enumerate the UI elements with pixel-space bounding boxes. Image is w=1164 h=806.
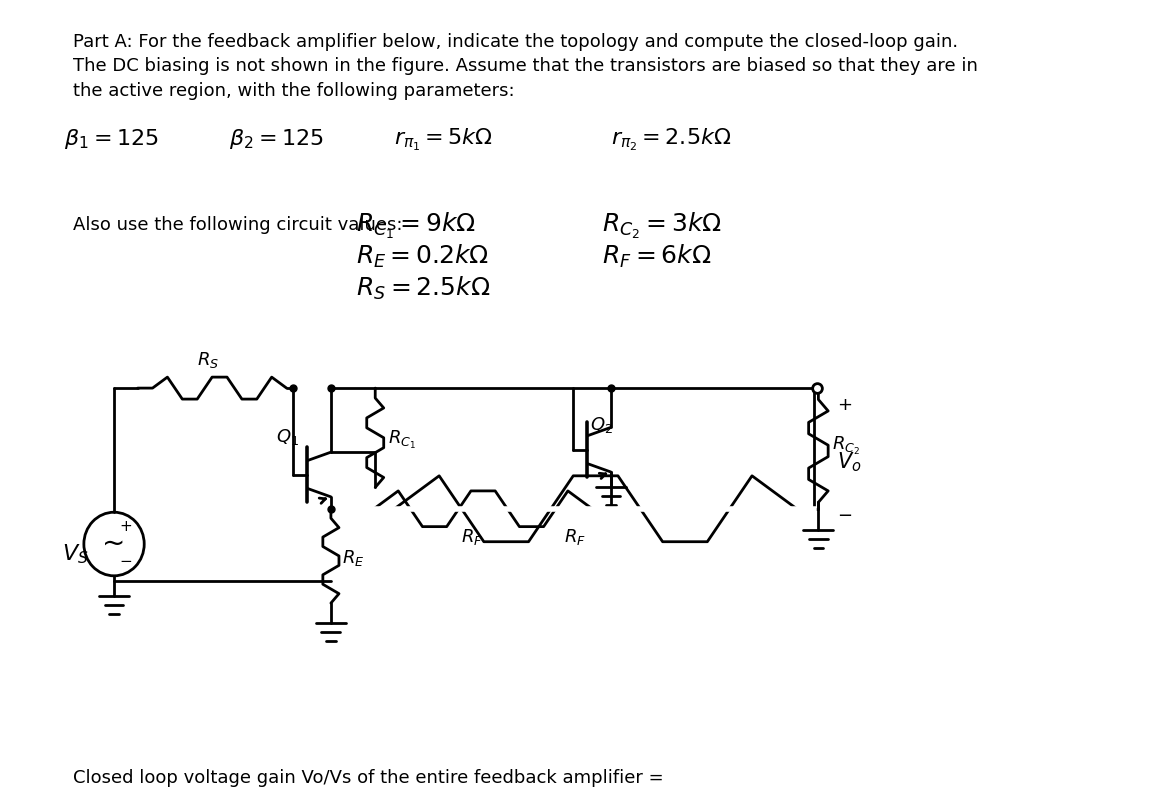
Text: Closed loop voltage gain Vo/Vs of the entire feedback amplifier =: Closed loop voltage gain Vo/Vs of the en…	[73, 770, 665, 787]
Text: $\beta_2=125$: $\beta_2=125$	[229, 127, 324, 151]
Text: the active region, with the following parameters:: the active region, with the following pa…	[73, 82, 516, 100]
Text: $r_{\pi_2}=2.5k\Omega$: $r_{\pi_2}=2.5k\Omega$	[611, 127, 731, 153]
Text: $R_S$: $R_S$	[197, 351, 219, 370]
Text: $R_E$: $R_E$	[342, 548, 364, 568]
Text: $R_F$: $R_F$	[563, 526, 585, 546]
Text: −: −	[120, 555, 133, 569]
Text: Part A: For the feedback amplifier below, indicate the topology and compute the : Part A: For the feedback amplifier below…	[73, 32, 959, 51]
Text: $r_{\pi_1}=5k\Omega$: $r_{\pi_1}=5k\Omega$	[395, 127, 494, 153]
Text: The DC biasing is not shown in the figure. Assume that the transistors are biase: The DC biasing is not shown in the figur…	[73, 57, 979, 76]
Text: +: +	[837, 396, 852, 414]
Text: $R_S=2.5k\Omega$: $R_S=2.5k\Omega$	[356, 275, 491, 302]
Text: $Q_1$: $Q_1$	[276, 426, 299, 447]
Text: $Q_2$: $Q_2$	[590, 415, 613, 435]
Text: $V_S$: $V_S$	[62, 542, 88, 566]
Text: $R_E=0.2k\Omega$: $R_E=0.2k\Omega$	[356, 243, 489, 270]
Text: $\beta_1=125$: $\beta_1=125$	[64, 127, 158, 151]
Text: −: −	[837, 507, 852, 526]
Text: $R_{C_1}=9k\Omega$: $R_{C_1}=9k\Omega$	[356, 211, 476, 242]
Text: $R_{C_2}=3k\Omega$: $R_{C_2}=3k\Omega$	[602, 211, 722, 242]
Text: +: +	[120, 518, 133, 534]
Text: Also use the following circuit values:: Also use the following circuit values:	[73, 216, 403, 235]
Text: $R_F$: $R_F$	[461, 526, 483, 546]
Text: $V_o$: $V_o$	[837, 451, 861, 475]
Text: $R_F=6k\Omega$: $R_F=6k\Omega$	[602, 243, 711, 270]
Text: $R_{C_2}$: $R_{C_2}$	[831, 434, 860, 457]
Text: $R_{C_1}$: $R_{C_1}$	[389, 429, 417, 451]
Text: ~: ~	[102, 530, 126, 558]
